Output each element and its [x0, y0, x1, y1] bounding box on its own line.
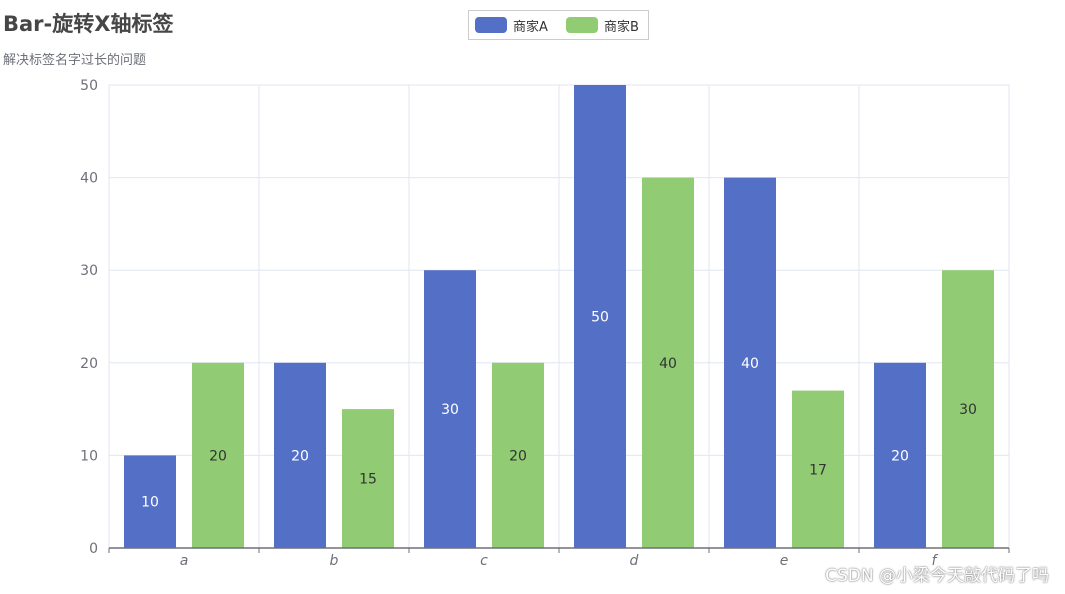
bar-series-a — [274, 362, 326, 548]
bar-value-label: 40 — [659, 356, 677, 372]
legend-swatch-series-a — [475, 17, 507, 33]
bar-series-a — [124, 455, 176, 548]
x-tick-label: e — [780, 553, 789, 569]
bar-value-label: 20 — [209, 448, 227, 464]
watermark: CSDN @小梁今天敲代码了吗 — [825, 566, 1049, 586]
legend-item-series-a[interactable]: 商家A — [475, 15, 548, 35]
x-tick-label: c — [480, 553, 488, 569]
bar-value-label: 20 — [509, 448, 527, 464]
bar-series-a — [574, 85, 626, 548]
x-tick-label: a — [180, 553, 189, 569]
bar-value-label: 20 — [291, 448, 309, 464]
bar-value-label: 40 — [741, 356, 759, 372]
y-tick-label: 30 — [80, 263, 98, 279]
legend-label-series-b: 商家B — [604, 19, 639, 35]
bar-series-b — [942, 270, 994, 548]
bar-series-b — [642, 177, 694, 548]
legend: 商家A 商家B — [468, 10, 649, 40]
y-tick-label: 10 — [80, 448, 98, 464]
legend-item-series-b[interactable]: 商家B — [566, 15, 639, 35]
bar-series-b — [792, 390, 844, 548]
bar-series-b — [342, 409, 394, 548]
bar-series-a — [424, 270, 476, 548]
chart-title: Bar-旋转X轴标签 — [3, 12, 174, 36]
bar-value-label: 17 — [809, 462, 827, 478]
y-tick-label: 40 — [80, 171, 98, 187]
bar-value-label: 50 — [591, 310, 609, 326]
bar-series-a — [724, 177, 776, 548]
chart-subtitle: 解决标签名字过长的问题 — [3, 53, 147, 68]
x-tick-label: d — [630, 553, 639, 569]
bar-value-label: 10 — [141, 495, 159, 511]
y-tick-label: 20 — [80, 356, 98, 372]
legend-label-series-a: 商家A — [513, 19, 548, 35]
bar-value-label: 20 — [891, 448, 909, 464]
y-tick-label: 50 — [80, 78, 98, 94]
bar-value-label: 30 — [441, 402, 459, 418]
legend-swatch-series-b — [566, 17, 598, 33]
bar-series-b — [492, 362, 544, 548]
y-tick-label: 0 — [89, 541, 98, 557]
bar-value-label: 15 — [359, 472, 377, 488]
bar-value-label: 30 — [959, 402, 977, 418]
x-tick-label: b — [330, 553, 339, 569]
bar-series-b — [192, 362, 244, 548]
x-tick-label: f — [932, 553, 939, 569]
bar-series-a — [874, 362, 926, 548]
